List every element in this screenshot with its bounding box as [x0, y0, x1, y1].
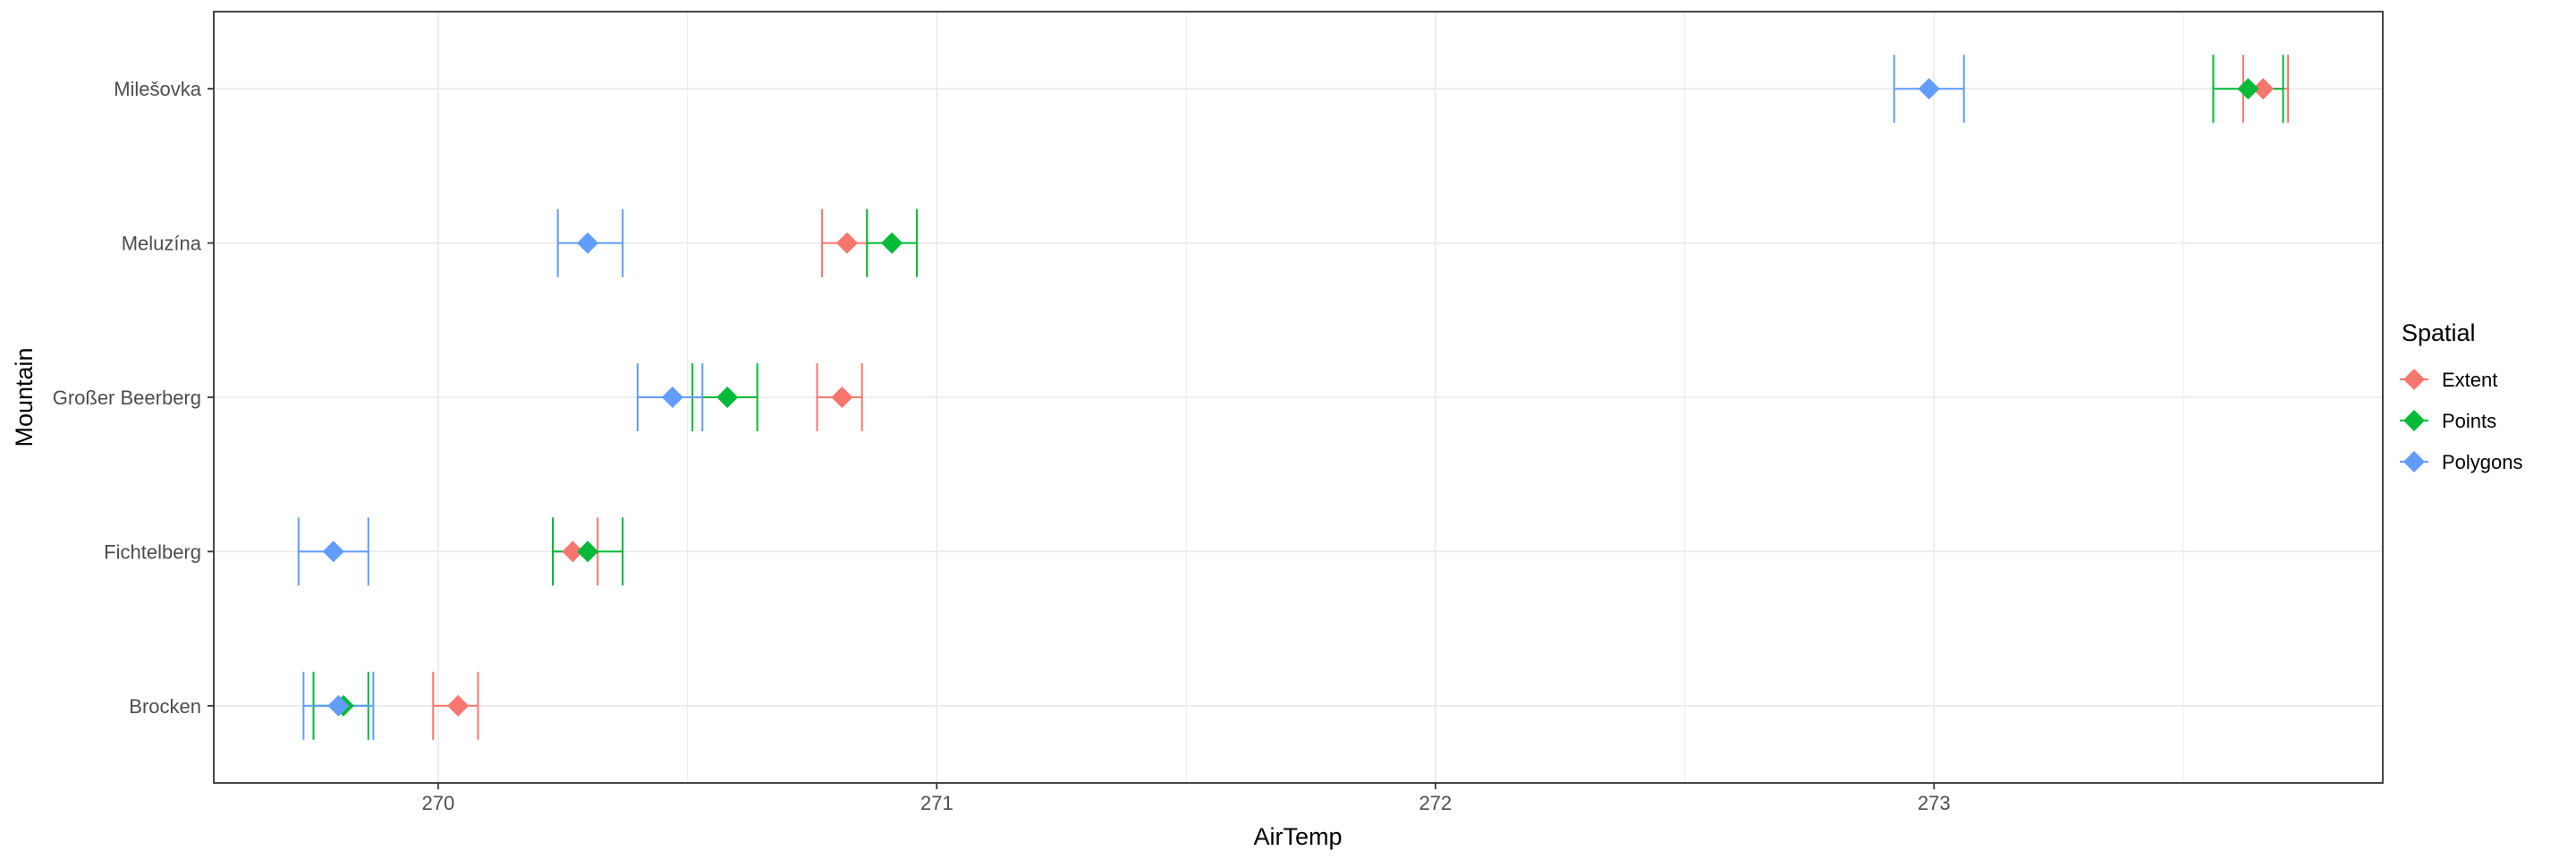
- point-points: [2237, 78, 2259, 100]
- legend-title: Spatial: [2402, 319, 2476, 346]
- point-points: [881, 232, 903, 254]
- point-polygons: [322, 540, 344, 563]
- y-tick-label: Brocken: [129, 695, 201, 718]
- point-extent: [2252, 78, 2275, 100]
- legend-key-extent: [2403, 369, 2425, 390]
- point-extent: [831, 387, 853, 408]
- y-tick-label: Meluzína: [122, 233, 202, 255]
- point-extent: [562, 540, 584, 563]
- x-tick-label: 272: [1419, 792, 1452, 814]
- x-tick-label: 271: [920, 792, 953, 814]
- grid: [214, 12, 2383, 783]
- axes: 270 271 272 273 Brocken Fichtelberg Großer Bee…: [53, 78, 1951, 814]
- point-polygons: [661, 387, 683, 408]
- x-tick-label: 273: [1918, 792, 1951, 814]
- y-tick-label: Fichtelberg: [104, 540, 201, 563]
- point-polygons: [327, 694, 350, 717]
- y-tick-label: Großer Beerberg: [53, 387, 201, 409]
- legend: Spatial Extent Points Polygons: [2400, 319, 2523, 473]
- point-polygons: [1918, 78, 1940, 100]
- y-tick-label: Milešovka: [114, 78, 202, 100]
- legend-key-polygons: [2403, 451, 2425, 472]
- x-tick-label: 270: [422, 792, 455, 814]
- x-axis-title: AirTemp: [1253, 823, 1342, 850]
- legend-label: Extent: [2442, 369, 2497, 391]
- point-extent: [447, 694, 470, 717]
- data-points: [322, 78, 2275, 717]
- point-extent: [835, 232, 858, 254]
- legend-label: Polygons: [2442, 451, 2523, 473]
- legend-key-points: [2403, 410, 2425, 431]
- y-axis-title: Mountain: [11, 347, 38, 447]
- point-points: [716, 387, 739, 408]
- point-points: [577, 540, 599, 563]
- error-bars: [297, 55, 2290, 740]
- point-polygons: [577, 232, 599, 254]
- legend-label: Points: [2442, 410, 2496, 432]
